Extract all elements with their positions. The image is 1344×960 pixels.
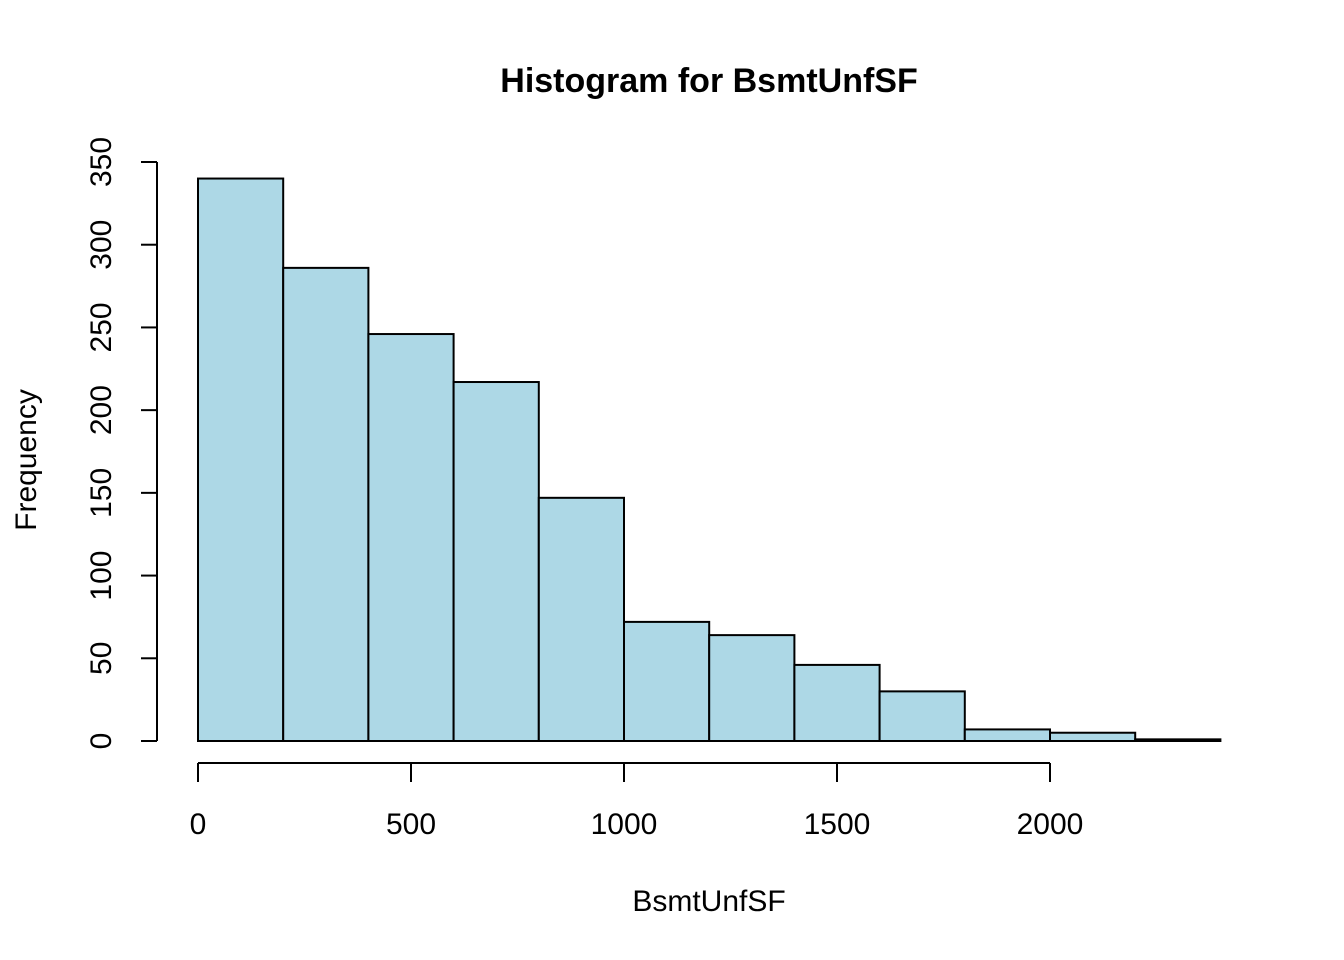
x-tick-label: 2000 <box>1017 808 1084 841</box>
bar <box>1134 738 1222 742</box>
bar <box>878 690 966 742</box>
bar <box>708 634 796 743</box>
x-tick-label: 500 <box>386 808 436 841</box>
chart-title: Histogram for BsmtUnfSF <box>500 62 917 100</box>
bar <box>282 266 370 742</box>
x-tick-label: 1500 <box>804 808 871 841</box>
y-tick-label: 300 <box>85 220 118 270</box>
bar <box>793 663 881 742</box>
bar <box>1049 731 1137 743</box>
bar <box>537 496 625 742</box>
bar <box>963 728 1051 742</box>
bar <box>367 333 455 742</box>
y-axis-label: Frequency <box>10 389 43 531</box>
y-tick-label: 0 <box>85 733 118 750</box>
x-axis-label: BsmtUnfSF <box>632 885 785 918</box>
bar <box>452 381 540 742</box>
y-tick-label: 100 <box>85 551 118 601</box>
y-tick-label: 200 <box>85 385 118 435</box>
x-tick-label: 0 <box>190 808 207 841</box>
y-tick-label: 50 <box>85 642 118 675</box>
bar <box>623 620 711 742</box>
x-tick-label: 1000 <box>591 808 658 841</box>
bar <box>197 177 285 743</box>
y-tick-label: 150 <box>85 468 118 518</box>
y-tick-label: 350 <box>85 137 118 187</box>
y-tick-label: 250 <box>85 302 118 352</box>
